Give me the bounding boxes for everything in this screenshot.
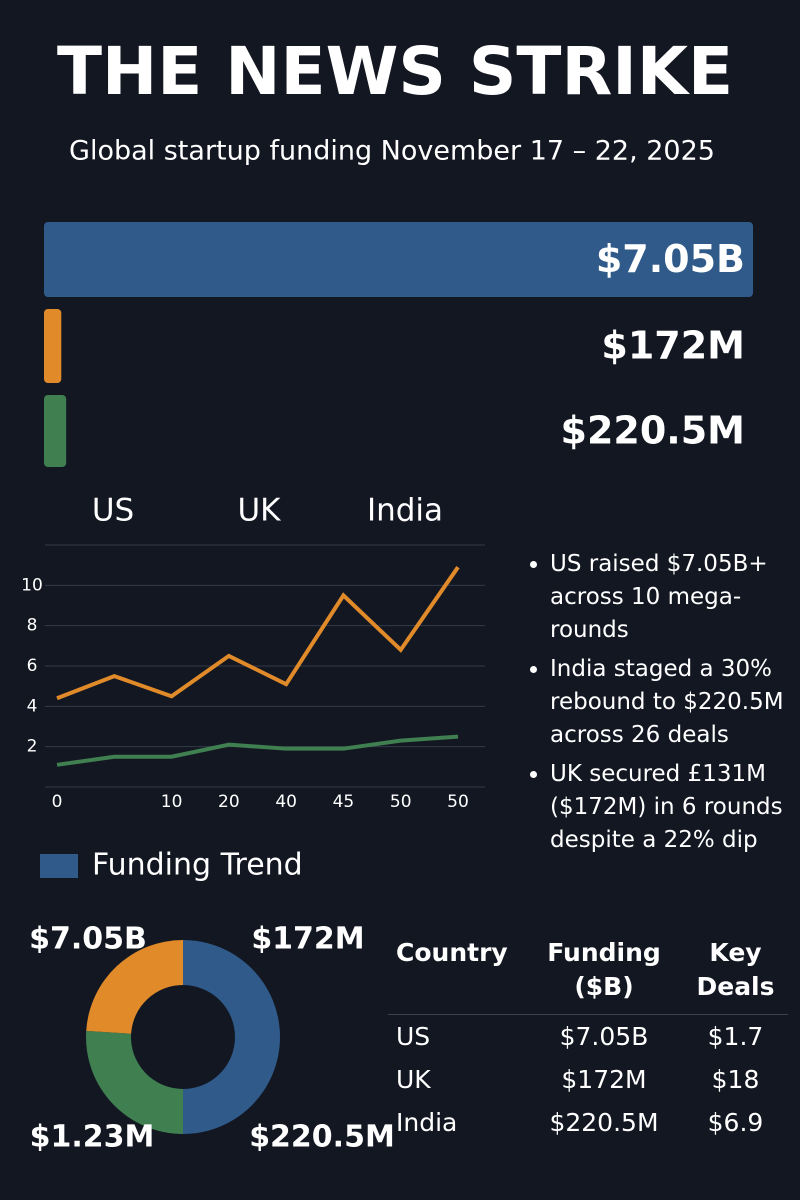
table-cell: $7.05B xyxy=(559,1022,649,1051)
category-label: UK xyxy=(237,493,281,529)
value-label: $172M xyxy=(601,324,745,368)
x-tick-label: 10 xyxy=(161,792,183,812)
legend-swatch xyxy=(40,854,78,878)
table-cell: $18 xyxy=(711,1065,760,1094)
title: THE NEWS STRIKE xyxy=(57,33,733,110)
donut-annotation: $220.5M xyxy=(249,1120,395,1155)
x-tick-label: 45 xyxy=(333,792,355,812)
note: US raised $7.05B+ across 10 mega-rounds xyxy=(550,548,794,647)
donut-slice xyxy=(86,940,183,1034)
y-tick-label: 4 xyxy=(27,696,38,716)
table-cell: $1.7 xyxy=(707,1022,764,1051)
y-tick-label: 8 xyxy=(27,616,38,636)
category-label: US xyxy=(92,493,134,529)
y-tick-label: 6 xyxy=(27,656,38,676)
donut-annotation: $7.05B xyxy=(29,922,147,957)
subtitle: Global startup funding November 17 – 22,… xyxy=(69,136,715,167)
x-tick-label: 0 xyxy=(52,792,63,812)
line-series xyxy=(56,566,460,701)
table-row: India $220.5M $6.9 xyxy=(388,1101,788,1144)
donut-slice xyxy=(85,1030,183,1134)
donut-annotation: $1.23M xyxy=(30,1120,155,1155)
category-label: India xyxy=(367,493,443,529)
table: Country Funding ($B) Key Deals US $7.05B $… xyxy=(388,930,788,1144)
line-series xyxy=(56,734,459,767)
table-cell: $6.9 xyxy=(707,1108,764,1137)
x-tick-label: 50 xyxy=(390,792,412,812)
table-cell: UK xyxy=(396,1065,431,1094)
column-header: Country xyxy=(388,930,525,1015)
y-tick-label: 10 xyxy=(21,575,43,595)
bar xyxy=(44,309,62,383)
bar xyxy=(44,222,753,297)
x-tick-label: 20 xyxy=(218,792,240,812)
table-cell: US xyxy=(396,1022,431,1051)
column-header: Key Deals xyxy=(683,930,788,1015)
legend-label: Funding Trend xyxy=(92,848,303,883)
notes: US raised $7.05B+ across 10 mega-rounds … xyxy=(522,548,794,863)
table-cell: India xyxy=(396,1108,458,1137)
note: India staged a 30% rebound to $220.5M ac… xyxy=(550,653,794,752)
column-header: Funding ($B) xyxy=(525,930,683,1015)
value-label: $220.5M xyxy=(561,409,745,453)
table-row: UK $172M $18 xyxy=(388,1058,788,1101)
table-cell: $172M xyxy=(561,1065,647,1094)
note: UK secured £131M ($172M) in 6 rounds des… xyxy=(550,758,794,857)
table-row: US $7.05B $1.7 xyxy=(388,1015,788,1059)
y-tick-label: 2 xyxy=(27,737,38,757)
donut-annotation: $172M xyxy=(251,922,364,957)
table-cell: $220.5M xyxy=(549,1108,659,1137)
value-label: $7.05B xyxy=(596,237,745,281)
bar xyxy=(44,395,67,467)
x-tick-label: 50 xyxy=(447,792,469,812)
donut-slice xyxy=(183,940,280,1134)
x-tick-label: 40 xyxy=(275,792,297,812)
